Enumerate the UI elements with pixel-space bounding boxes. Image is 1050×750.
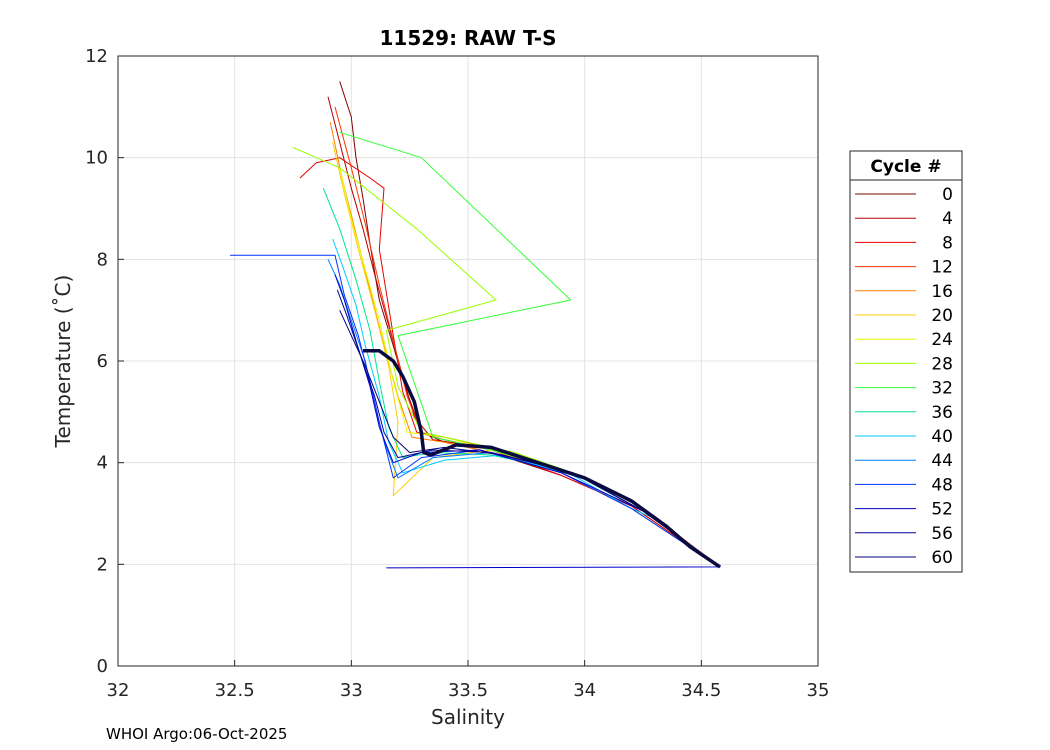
y-axis-ticks: 0 2 4 6 8 10 12: [85, 46, 124, 677]
y-tick-label: 4: [97, 453, 108, 474]
y-tick-label: 8: [97, 249, 108, 270]
x-axis-ticks: 32 32.5 33 33.5 34 34.5 35: [107, 660, 830, 701]
x-axis-label: Salinity: [431, 705, 505, 729]
y-tick-label: 12: [85, 46, 108, 67]
series-line-cycle-0: [339, 81, 721, 568]
legend-label: 56: [931, 524, 953, 544]
legend-label: 40: [931, 427, 953, 447]
y-tick-label: 2: [97, 554, 108, 575]
legend-label: 24: [931, 330, 953, 350]
legend-label: 4: [942, 209, 953, 229]
series-line-cycle-20: [332, 142, 721, 568]
series-line-cycle-40: [332, 238, 721, 568]
series-line-cycle-8: [299, 157, 721, 568]
legend-label: 28: [931, 354, 953, 374]
legend-title: Cycle #: [870, 157, 941, 177]
y-tick-label: 10: [85, 148, 108, 169]
series-line-cycle-48: [230, 254, 721, 568]
series-line-mean-profile: [363, 349, 721, 569]
x-tick-label: 34: [573, 680, 596, 701]
footer-credit: WHOI Argo:06-Oct-2025: [106, 725, 288, 743]
x-tick-label: 34.5: [681, 680, 721, 701]
legend-box: [849, 150, 963, 573]
x-tick-label: 33: [340, 680, 363, 701]
legend-label: 20: [931, 306, 953, 326]
legend-label: 8: [942, 233, 953, 253]
legend-label: 0: [942, 185, 953, 205]
x-tick-label: 33.5: [448, 680, 488, 701]
series-line-cycle-12: [334, 106, 721, 568]
chart-title: 11529: RAW T-S: [380, 26, 557, 50]
series-line-cycle-32: [339, 131, 721, 568]
legend-label: 16: [931, 282, 953, 302]
y-tick-label: 0: [97, 656, 108, 677]
series-line-cycle-28: [292, 147, 721, 568]
y-tick-label: 6: [97, 351, 108, 372]
x-tick-label: 32: [107, 680, 130, 701]
legend-label: 60: [931, 548, 953, 568]
series-layer: [230, 81, 721, 569]
x-tick-label: 32.5: [215, 680, 255, 701]
legend-label: 32: [931, 379, 953, 399]
legend-label: 48: [931, 475, 953, 495]
legend-label: 12: [931, 258, 953, 278]
grid: [117, 55, 819, 667]
x-tick-label: 35: [807, 680, 830, 701]
legend-label: 36: [931, 403, 953, 423]
legend-label: 44: [931, 451, 953, 471]
series-line-cycle-36: [322, 188, 721, 568]
legend-label: 52: [931, 500, 953, 520]
y-axis-label: Temperature (˚C): [51, 275, 75, 449]
